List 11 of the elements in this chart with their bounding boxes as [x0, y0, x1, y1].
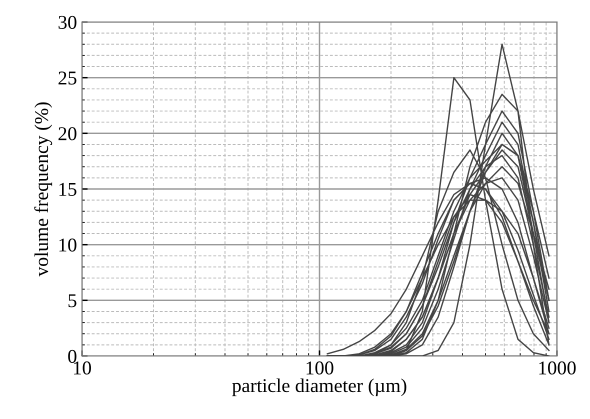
y-tick-label: 0	[68, 350, 76, 363]
x-tick-label: 1000	[539, 361, 576, 375]
y-axis-title: volume frequency (%)	[34, 102, 52, 276]
y-tick-label: 30	[58, 16, 76, 29]
y-tick-label: 20	[58, 127, 76, 140]
y-tick-label: 5	[68, 294, 76, 308]
x-tick-label: 100	[306, 361, 334, 375]
y-tick-label: 15	[59, 182, 76, 196]
x-axis-title: particle diameter (µm)	[232, 378, 406, 396]
y-tick-label: 25	[58, 72, 76, 85]
y-tick-label: 10	[59, 238, 76, 252]
